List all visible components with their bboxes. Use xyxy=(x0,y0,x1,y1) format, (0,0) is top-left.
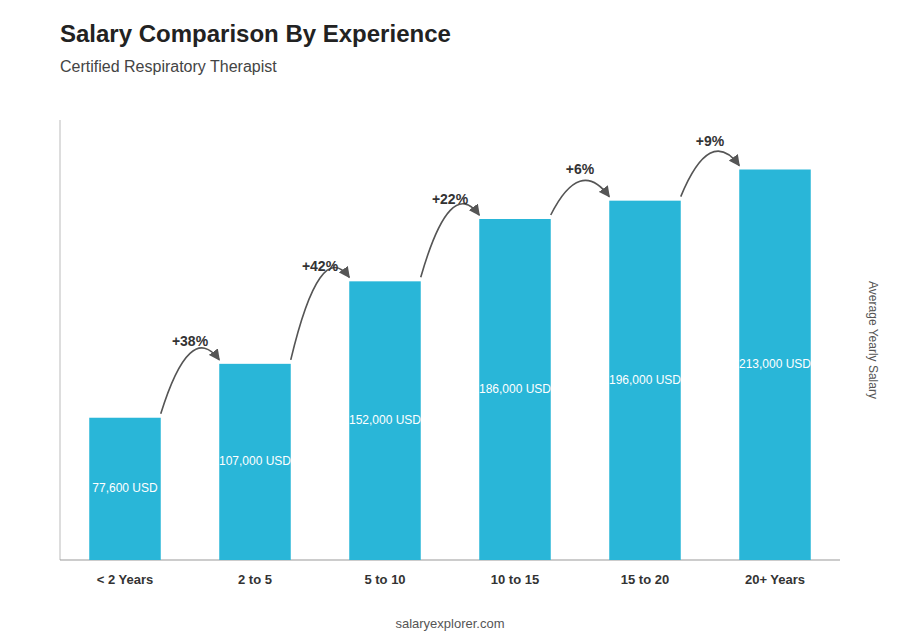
bars xyxy=(89,170,811,561)
data-label: 77,600 USD xyxy=(92,481,158,495)
bar xyxy=(89,418,161,560)
bar xyxy=(479,219,551,560)
bar xyxy=(739,170,811,561)
x-tick-label: < 2 Years xyxy=(97,572,154,587)
x-tick-label: 5 to 10 xyxy=(364,572,405,587)
title: Salary Comparison By Experience xyxy=(60,20,451,47)
subtitle: Certified Respiratory Therapist xyxy=(60,58,277,75)
y-axis-line xyxy=(60,120,61,560)
change-arc xyxy=(161,348,220,414)
change-arc xyxy=(551,180,610,215)
bar xyxy=(609,201,681,560)
x-tick-label: 15 to 20 xyxy=(621,572,669,587)
x-tick-label: 20+ Years xyxy=(745,572,805,587)
data-label: 107,000 USD xyxy=(219,454,291,468)
annotation: +22% xyxy=(432,191,469,207)
change-arc xyxy=(421,204,480,278)
bar xyxy=(219,364,291,560)
data-label: 152,000 USD xyxy=(349,413,421,427)
data-label: 196,000 USD xyxy=(609,373,681,387)
y-axis-label: Average Yearly Salary xyxy=(866,281,880,399)
x-axis-line xyxy=(60,560,840,561)
x-tick-label: 10 to 15 xyxy=(491,572,539,587)
bar xyxy=(349,281,421,560)
footer: salaryexplorer.com xyxy=(395,616,504,631)
change-arc xyxy=(291,267,350,359)
annotation: +38% xyxy=(172,333,209,349)
annotation: +9% xyxy=(696,133,725,149)
annotation: +6% xyxy=(566,161,595,177)
x-tick-label: 2 to 5 xyxy=(238,572,272,587)
annotation: +42% xyxy=(302,258,339,274)
data-label: 213,000 USD xyxy=(739,357,811,371)
change-arc xyxy=(681,151,740,197)
chart: Salary Comparison By Experience Certified… xyxy=(0,0,900,641)
data-label: 186,000 USD xyxy=(479,382,551,396)
